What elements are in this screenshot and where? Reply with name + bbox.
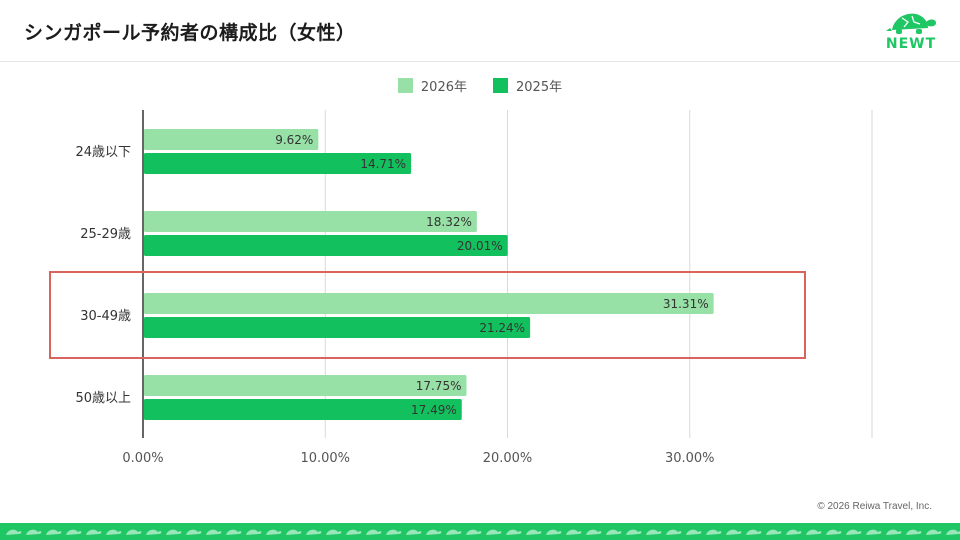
turtle-pattern-icon <box>206 529 222 535</box>
category-label: 50歳以上 <box>75 391 131 406</box>
turtle-icon <box>886 13 936 34</box>
bar-2026 <box>144 375 467 396</box>
data-label: 18.32% <box>426 215 472 229</box>
data-label: 17.49% <box>411 403 457 417</box>
turtle-pattern-icon <box>266 529 282 535</box>
bar-2025 <box>144 317 531 338</box>
turtle-pattern-icon <box>406 529 422 535</box>
logo-text: NEWT <box>885 36 937 52</box>
data-label: 21.24% <box>479 321 525 335</box>
turtle-pattern-icon <box>546 529 562 535</box>
turtle-pattern-icon <box>106 529 122 535</box>
highlight-box <box>49 271 806 359</box>
footer-band <box>0 523 960 540</box>
turtle-pattern-icon <box>586 529 602 535</box>
turtle-pattern-icon <box>706 529 722 535</box>
x-tick-label: 0.00% <box>122 451 163 466</box>
turtle-pattern-icon <box>426 529 442 535</box>
turtle-pattern-icon <box>746 529 762 535</box>
data-label: 17.75% <box>416 379 462 393</box>
turtle-pattern-icon <box>446 529 462 535</box>
legend-label-2025: 2025年 <box>516 80 563 95</box>
turtle-pattern-icon <box>566 529 582 535</box>
turtle-pattern-icon <box>26 529 42 535</box>
bar-2025 <box>144 235 508 256</box>
category-label: 30-49歳 <box>80 309 131 324</box>
turtle-pattern-icon <box>66 529 82 535</box>
legend-label-2026: 2026年 <box>420 80 467 95</box>
turtle-pattern-icon <box>306 529 322 535</box>
turtle-pattern-icon <box>166 529 182 535</box>
turtle-pattern-icon <box>626 529 642 535</box>
turtle-pattern-icon <box>906 529 922 535</box>
turtle-pattern-icon <box>646 529 662 535</box>
turtle-pattern-icon <box>806 529 822 535</box>
turtle-pattern-icon <box>346 529 362 535</box>
turtle-pattern-icon <box>886 529 902 535</box>
x-tick-label: 10.00% <box>300 451 350 466</box>
bar-2025 <box>144 399 462 420</box>
turtle-pattern-icon <box>946 529 960 535</box>
turtle-pattern-icon <box>506 529 522 535</box>
turtle-pattern-icon <box>466 529 482 535</box>
turtle-pattern-icon <box>86 529 102 535</box>
turtle-pattern-icon <box>926 529 942 535</box>
x-tick-label: 20.00% <box>483 451 533 466</box>
copyright: © 2026 Reiwa Travel, Inc. <box>817 501 932 512</box>
turtle-pattern-icon <box>366 529 382 535</box>
turtle-pattern-icon <box>846 529 862 535</box>
category-label: 25-29歳 <box>80 227 131 242</box>
chart-legend: 2026年 2025年 <box>0 76 960 95</box>
turtle-pattern-icon <box>666 529 682 535</box>
turtle-pattern-icon <box>786 529 802 535</box>
data-label: 9.62% <box>275 133 313 147</box>
category-label: 24歳以下 <box>75 145 131 160</box>
bar-2026 <box>144 211 477 232</box>
turtle-pattern-icon <box>386 529 402 535</box>
turtle-pattern-icon <box>286 529 302 535</box>
turtle-pattern-icon <box>6 529 22 535</box>
bar-2025 <box>144 153 412 174</box>
turtle-pattern-icon <box>186 529 202 535</box>
x-tick-label: 30.00% <box>665 451 715 466</box>
turtle-pattern-icon <box>726 529 742 535</box>
turtle-pattern-icon <box>126 529 142 535</box>
turtle-pattern-icon <box>46 529 62 535</box>
page-title: シンガポール予約者の構成比（女性） <box>24 22 356 44</box>
bar-chart: 0.00% 10.00% 20.00% 30.00% 24歳以下 9.62% 14.71% 2… <box>49 110 873 466</box>
turtle-pattern-icon <box>486 529 502 535</box>
turtle-pattern <box>6 529 960 535</box>
bar-2026 <box>144 129 319 150</box>
header: シンガポール予約者の構成比（女性） NEWT <box>0 0 960 62</box>
turtle-pattern-icon <box>146 529 162 535</box>
legend-item-2025: 2025年 <box>493 76 562 95</box>
newt-logo: NEWT <box>884 8 938 54</box>
legend-item-2026: 2026年 <box>397 76 467 95</box>
turtle-pattern-icon <box>826 529 842 535</box>
data-label: 20.01% <box>457 239 503 253</box>
turtle-pattern-icon <box>766 529 782 535</box>
data-label: 31.31% <box>663 297 709 311</box>
turtle-pattern-icon <box>226 529 242 535</box>
legend-swatch-2026 <box>397 78 413 93</box>
turtle-pattern-icon <box>326 529 342 535</box>
turtle-pattern-icon <box>606 529 622 535</box>
turtle-pattern-icon <box>246 529 262 535</box>
bar-2026 <box>144 293 714 314</box>
turtle-pattern-icon <box>526 529 542 535</box>
turtle-pattern-icon <box>866 529 882 535</box>
turtle-pattern-icon <box>686 529 702 535</box>
data-label: 14.71% <box>360 157 406 171</box>
legend-swatch-2025 <box>493 78 508 93</box>
